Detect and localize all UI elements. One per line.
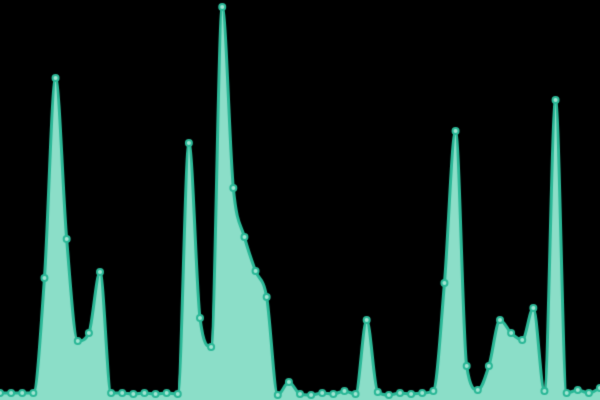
area-chart[interactable] — [0, 0, 600, 400]
chart-container — [0, 0, 600, 400]
